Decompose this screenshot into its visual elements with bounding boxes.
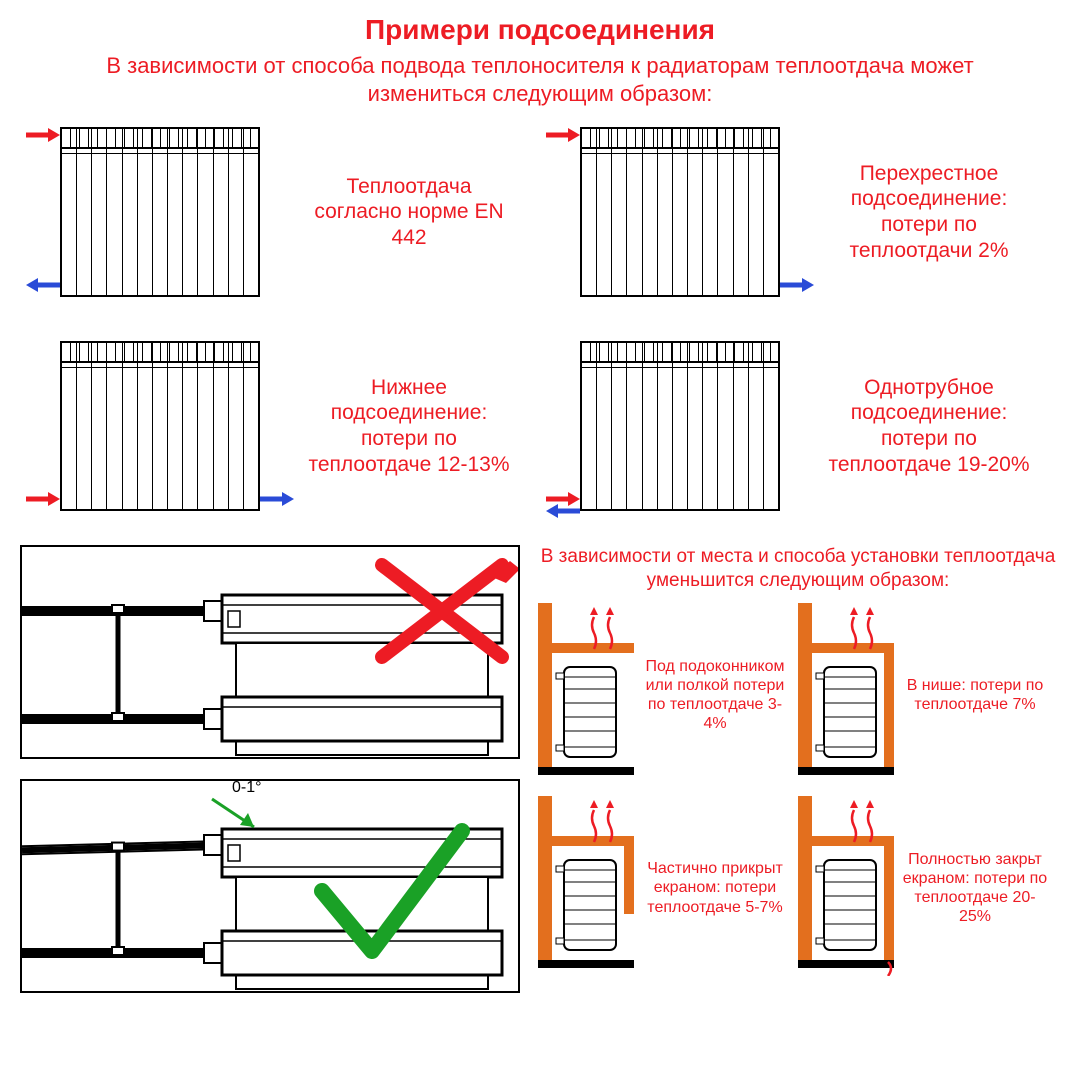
connection-caption: Перехрестное подсоединение: потери по те…: [824, 161, 1034, 263]
install-full: Полностью закрьт екраном: потери по тепл…: [798, 796, 1048, 981]
install-grid: Под подоконником или полкой потери по те…: [538, 603, 1058, 981]
flow-out-arrow: [26, 278, 60, 292]
radiator-diagram: [550, 117, 810, 307]
pipe-diagram-wrong: [20, 545, 520, 759]
install-column: В зависимости от места и способа установ…: [538, 545, 1058, 993]
connection-onepipe: Однотрубное подсоединение: потери по теп…: [550, 331, 1050, 521]
page-title: Примери подсоединения: [0, 0, 1080, 46]
connection-caption: Теплоотдача согласно норме EN 442: [304, 174, 514, 251]
install-caption: В нише: потери по теплоотдаче 7%: [902, 676, 1048, 714]
flow-in-arrow: [546, 128, 580, 142]
flow-out-arrow: [260, 492, 294, 506]
flow-in-arrow: [26, 492, 60, 506]
install-sill: Под подоконником или полкой потери по те…: [538, 603, 788, 788]
radiator-body: [60, 341, 260, 511]
radiator-body: [580, 127, 780, 297]
connection-subtitle: В зависимости от способа подвода теплоно…: [60, 52, 1020, 107]
install-caption: Частично прикрыт екраном: потери теплоот…: [642, 859, 788, 917]
flow-out-arrow: [780, 278, 814, 292]
radiator-body: [580, 341, 780, 511]
radiator-body: [60, 127, 260, 297]
install-niche: В нише: потери по теплоотдаче 7%: [798, 603, 1048, 788]
flow-in-arrow: [26, 128, 60, 142]
connection-caption: Однотрубное подсоединение: потери по теп…: [824, 375, 1034, 477]
connections-grid: Теплоотдача согласно норме EN 442 Перехр…: [0, 117, 1080, 521]
connection-en442: Теплоотдача согласно норме EN 442: [30, 117, 530, 307]
connection-row: Нижнее подсоединение: потери по теплоотд…: [20, 331, 1060, 521]
connection-cross: Перехрестное подсоединение: потери по те…: [550, 117, 1050, 307]
connection-bottom: Нижнее подсоединение: потери по теплоотд…: [30, 331, 530, 521]
pipe-diagram-right: 0-1°: [20, 779, 520, 993]
connection-caption: Нижнее подсоединение: потери по теплоотд…: [304, 375, 514, 477]
install-diagram: [538, 603, 634, 788]
radiator-diagram: [30, 331, 290, 521]
flow-out-arrow: [546, 504, 580, 518]
install-diagram: [798, 603, 894, 788]
connection-row: Теплоотдача согласно норме EN 442 Перехр…: [20, 117, 1060, 307]
install-caption: Полностью закрьт екраном: потери по тепл…: [902, 850, 1048, 927]
install-diagram: [538, 796, 634, 981]
bottom-section: 0-1° В зависимости от места и способа: [20, 545, 1060, 993]
install-caption: Под подоконником или полкой потери по те…: [642, 657, 788, 734]
radiator-diagram: [550, 331, 810, 521]
install-subtitle: В зависимости от места и способа установ…: [538, 545, 1058, 593]
install-partial: Частично прикрыт екраном: потери теплоот…: [538, 796, 788, 981]
install-diagram: [798, 796, 894, 981]
radiator-diagram: [30, 117, 290, 307]
angle-label: 0-1°: [232, 779, 262, 797]
pipe-column: 0-1°: [20, 545, 520, 993]
